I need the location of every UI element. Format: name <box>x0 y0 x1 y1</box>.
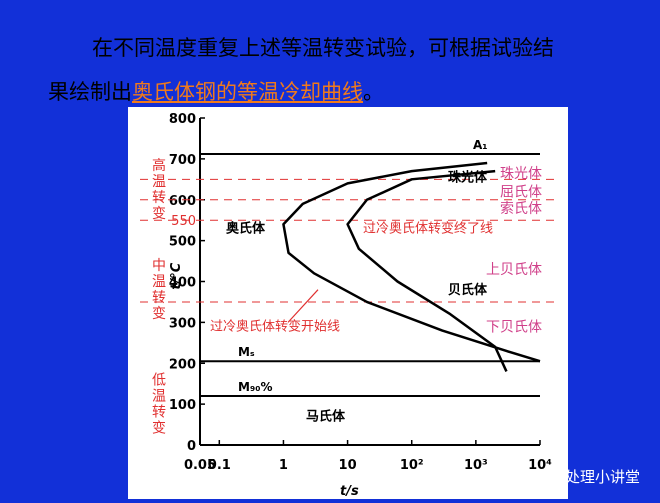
annotation: 奥氏体 <box>226 220 266 236</box>
phase-label: 上贝氏体 <box>486 262 542 278</box>
body-text: 果绘制出奥氏体钢的等温冷却曲线。 <box>48 76 384 106</box>
phase-label: 索氏体 <box>500 200 542 217</box>
x-tick-label: 0.05 <box>184 458 216 473</box>
phase-label: 下贝氏体 <box>486 319 542 335</box>
h-line-label: M₉₀% <box>238 380 272 394</box>
annotation: 贝氏体 <box>448 282 488 298</box>
y-tick-label: 600 <box>169 194 196 209</box>
x-tick-label: 1 <box>279 458 288 473</box>
text: 果绘制出 <box>48 80 132 104</box>
curve <box>346 169 508 372</box>
phase-label: 珠光体 <box>500 166 542 182</box>
y-tick-label: 200 <box>169 357 196 372</box>
curve <box>282 161 541 363</box>
x-tick-label: 10² <box>400 458 424 473</box>
y-tick-label: 400 <box>169 276 196 291</box>
x-tick-label: 10 <box>339 458 357 473</box>
watermark: 热处理小讲堂 <box>550 468 641 486</box>
region-label: 低温转变 <box>150 372 166 436</box>
h-line-label: Mₛ <box>238 345 255 359</box>
y-tick-label: 800 <box>169 112 196 127</box>
x-tick-label: 0.1 <box>208 458 231 473</box>
y-tick-label: 100 <box>169 398 196 413</box>
annotation: 珠光体 <box>448 169 488 185</box>
annotation: 过冷奥氏体转变终了线 <box>363 220 493 236</box>
annotation: 马氏体 <box>306 408 346 424</box>
phase-label: 屈氏体 <box>500 185 542 201</box>
link[interactable]: 奥氏体钢的等温冷却曲线 <box>132 80 363 104</box>
chart: 0 100 200 300 400 500 600 700 800 0.050.1 1 10 10² 10… <box>128 107 568 499</box>
region-label: 高温转变 <box>150 157 166 222</box>
x-tick-label: 10³ <box>464 458 488 473</box>
annotation: 过冷奥氏体转变开始线 <box>210 319 340 335</box>
x-tick-label: 10⁴ <box>528 458 552 473</box>
y-axis-label: t/°C <box>169 262 184 289</box>
y-tick-label: 700 <box>169 153 196 168</box>
y-tick-label: 500 <box>169 235 196 250</box>
x-axis-label: t/s <box>340 484 359 499</box>
y-tick-label: 300 <box>169 316 196 331</box>
body-text: 在不同温度重复上述等温转变试验，可根据试验结 <box>92 36 554 60</box>
h-line-label: A₁ <box>473 138 488 152</box>
arrow <box>287 289 319 323</box>
region-label: 中温转变 <box>150 258 166 322</box>
boundary-label: 550 <box>171 214 196 229</box>
y-tick-label: 0 <box>187 439 196 454</box>
text: 。 <box>363 80 384 104</box>
